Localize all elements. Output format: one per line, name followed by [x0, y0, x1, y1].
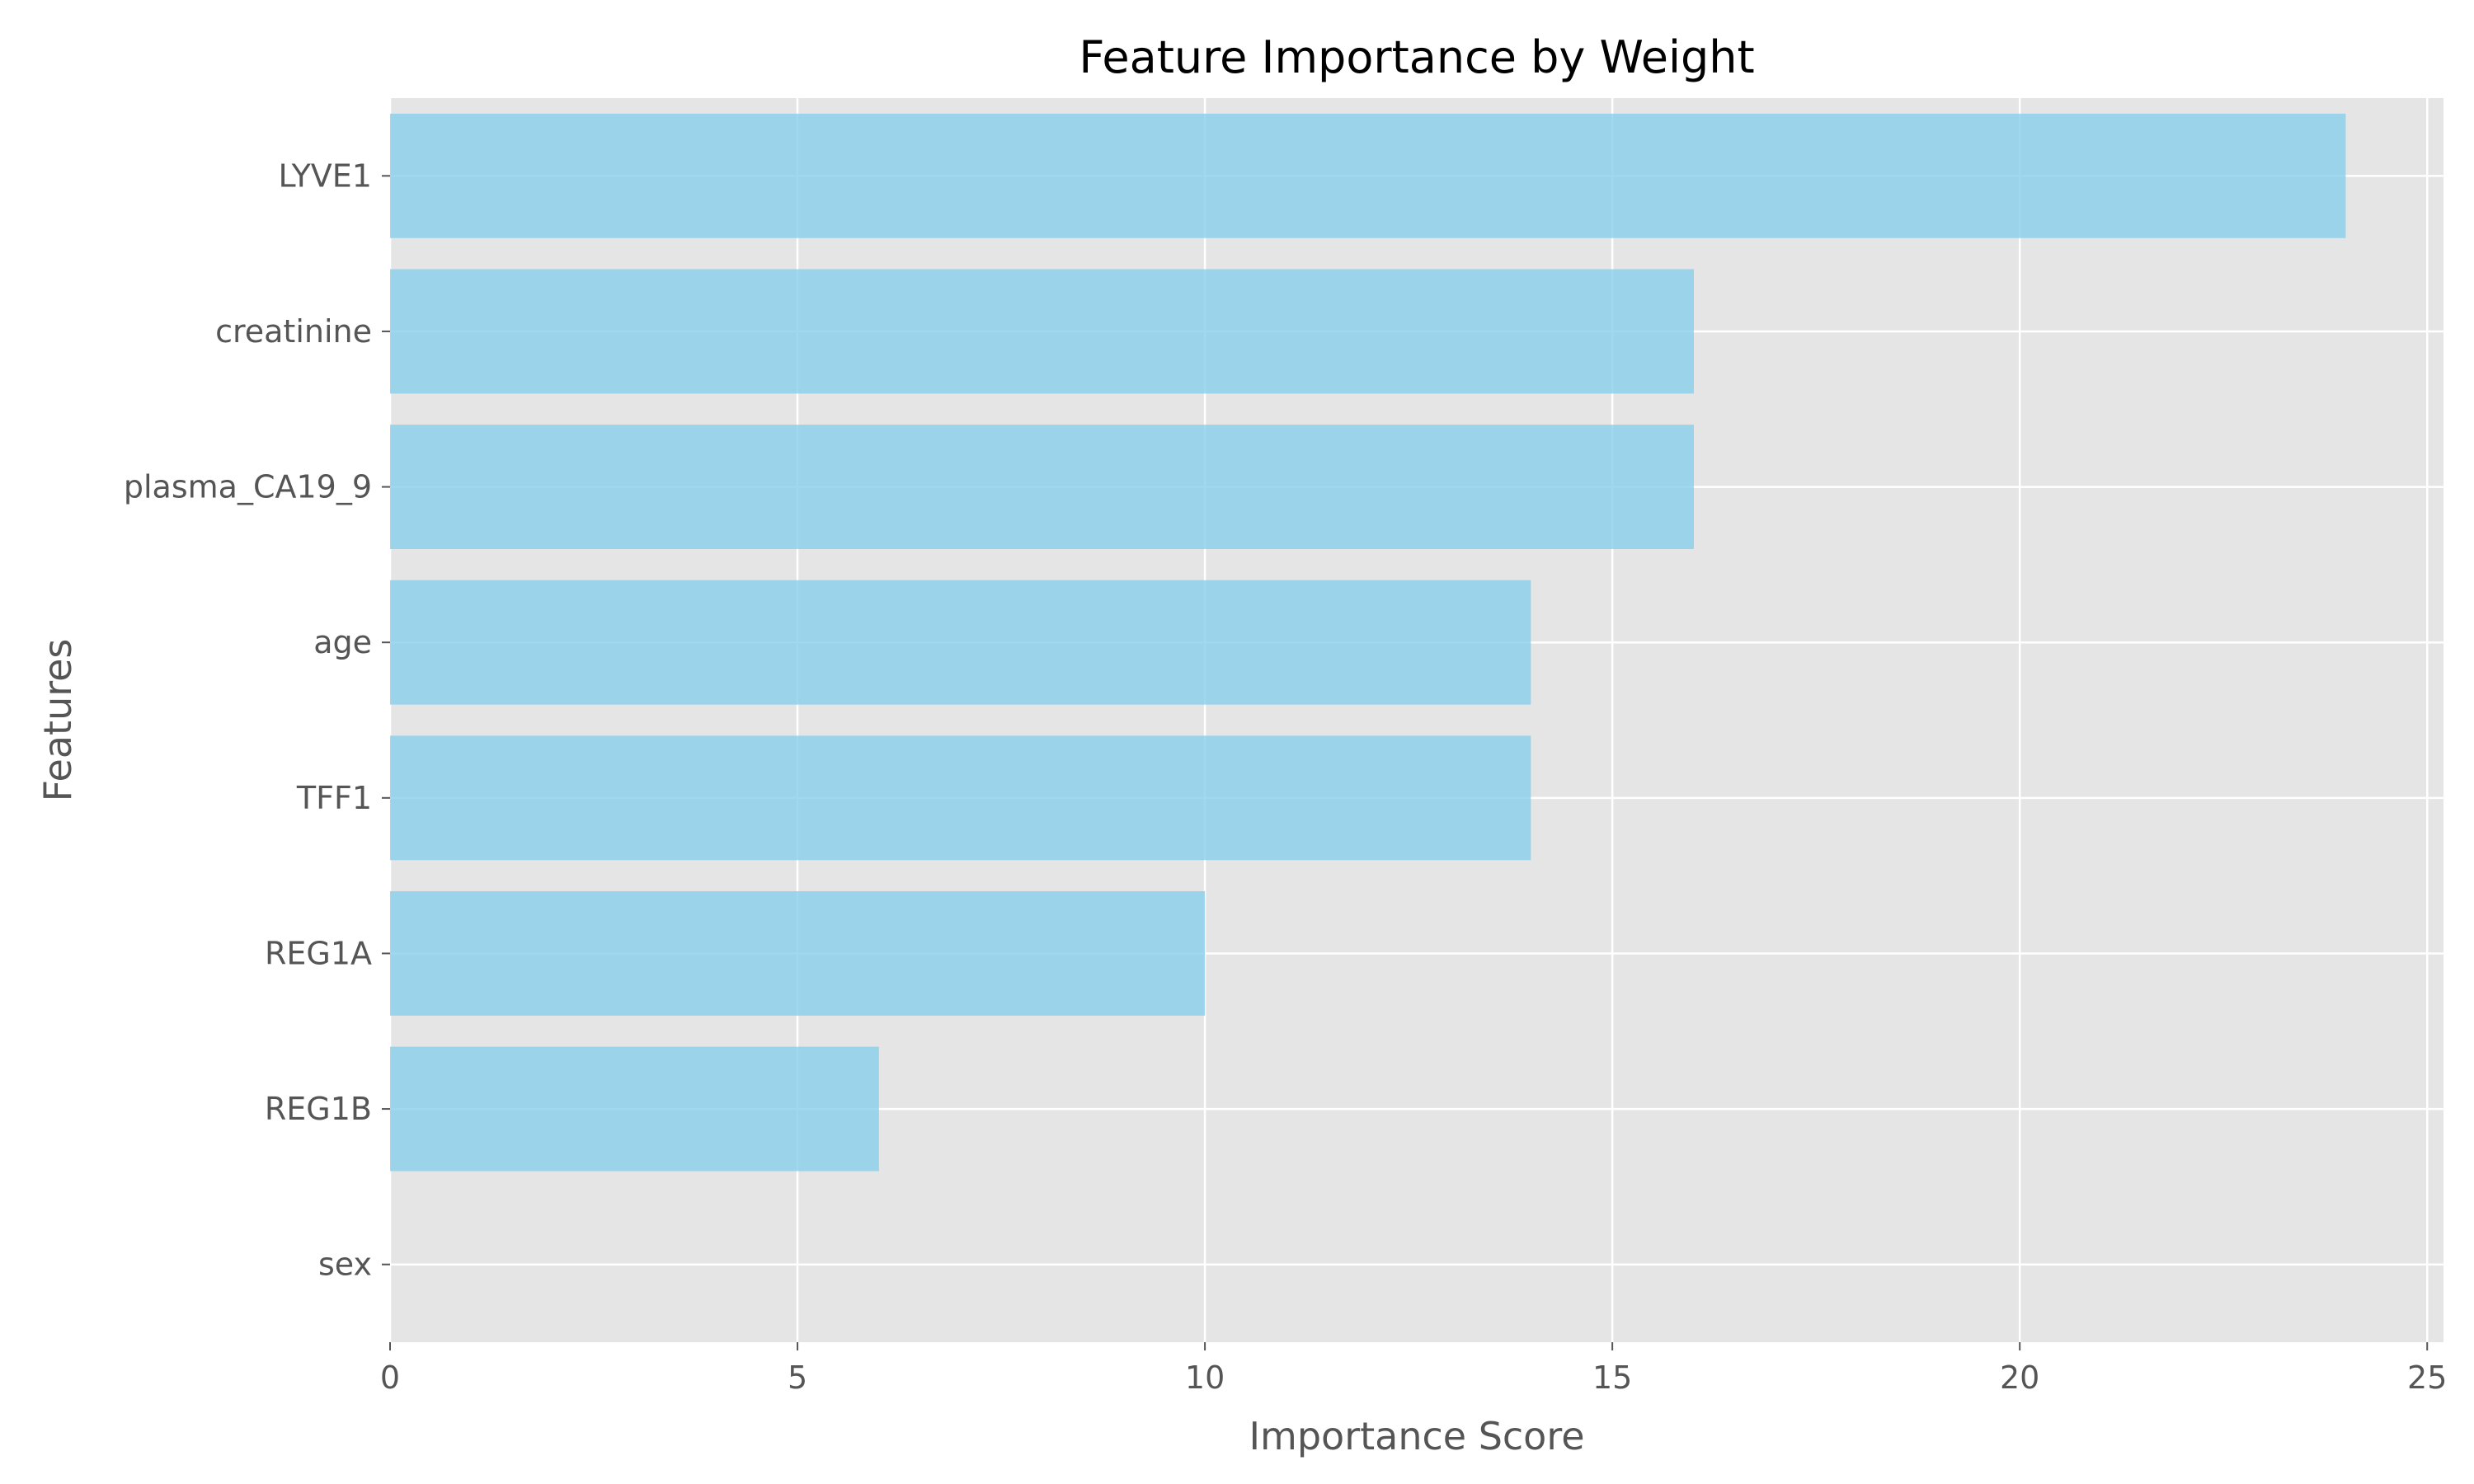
y-tick-label: LYVE1	[278, 157, 372, 194]
y-tick-label: sex	[318, 1247, 372, 1283]
y-tick-label: creatinine	[215, 313, 372, 350]
bar-lyve1	[390, 113, 2346, 238]
x-tick-label: 10	[1185, 1360, 1225, 1396]
bar-tff1	[390, 735, 1531, 861]
y-tick-label: age	[313, 624, 372, 660]
x-tick-label: 25	[2407, 1360, 2447, 1396]
bars	[390, 113, 2346, 1172]
x-tick-label: 5	[788, 1360, 807, 1396]
bar-creatinine	[390, 269, 1694, 394]
x-tick-label: 20	[2000, 1360, 2039, 1396]
bar-plasma-ca19-9	[390, 425, 1694, 550]
bar-reg1b	[390, 1046, 879, 1172]
x-tick-label: 0	[380, 1360, 400, 1396]
x-axis-label: Importance Score	[1249, 1414, 1584, 1458]
y-tick-label: REG1B	[265, 1091, 372, 1127]
y-tick-label: REG1A	[265, 935, 372, 971]
x-axis-ticks: 0 5 10 15 20 25	[380, 1342, 2447, 1396]
x-tick-label: 15	[1592, 1360, 1632, 1396]
y-tick-label: plasma_CA19_9	[124, 469, 372, 505]
bar-reg1a	[390, 890, 1206, 1016]
y-axis-label: Features	[35, 639, 80, 802]
chart-title: Feature Importance by Weight	[1079, 31, 1754, 83]
y-tick-label: TFF1	[296, 780, 372, 816]
bar-age	[390, 580, 1531, 705]
